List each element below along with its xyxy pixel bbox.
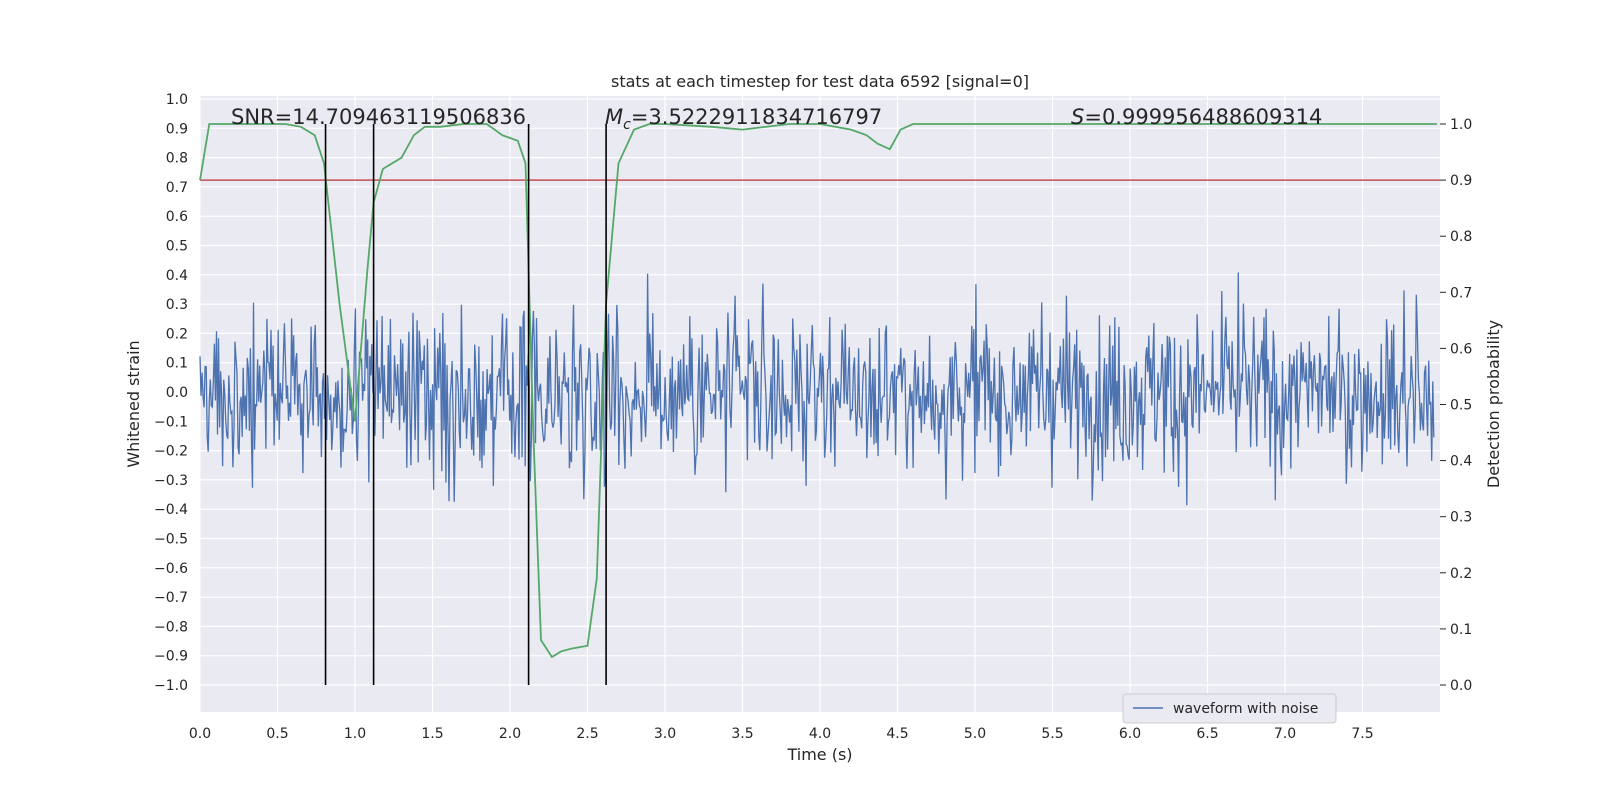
x-tick-label: 6.5 [1196,726,1218,742]
legend-box [1122,693,1337,724]
y-tick-label: 0.2 [166,326,188,342]
legend-label: waveform with noise [1173,701,1318,717]
legend: waveform with noise [1122,693,1337,724]
s-annotation: S=0.999956488609314 [1071,105,1322,129]
x-tick-label: 3.0 [654,726,676,742]
chirp-mass-symbol: M [605,105,623,129]
chirp-mass-value: =3.5222911834716797 [631,105,882,129]
y-tick-label: 0.3 [166,297,188,313]
chirp-mass-annotation: Mc=3.5222911834716797 [605,105,882,133]
x-tick-label: 0.0 [189,726,211,742]
y2-tick-label: 0.4 [1450,454,1472,470]
x-axis-label: Time (s) [786,745,852,764]
x-tick-label: 4.0 [809,726,831,742]
x-tick-label: 4.5 [886,726,908,742]
y2-tick-label: 0.7 [1450,285,1472,301]
y-tick-label: 0.6 [166,209,188,225]
y-tick-label: −0.8 [154,619,188,635]
vertical-markers [324,124,607,685]
y-tick-label: −0.9 [154,649,188,665]
x-tick-label: 0.5 [266,726,288,742]
chart-title: stats at each timestep for test data 659… [611,72,1029,91]
y2-tick-label: 0.2 [1450,566,1472,582]
waveform-line [199,272,1435,506]
y-axis-ticks: 1.0 0.9 0.8 0.7 0.6 0.5 0.4 0.3 0.2 0.1 0.0 −0.1 −0.… [154,92,188,694]
s-symbol: S [1071,105,1084,129]
x-tick-label: 3.5 [731,726,753,742]
waveform-series [199,272,1435,506]
y2-tick-label: 0.3 [1450,510,1472,526]
y-tick-label: −1.0 [154,678,188,694]
y-tick-label: 0.7 [166,180,188,196]
x-tick-label: 5.0 [964,726,986,742]
y2-axis-label: Detection probability [1484,320,1503,488]
y-tick-label: 0.4 [166,268,188,284]
y2-axis-ticks: 1.0 0.9 0.8 0.7 0.6 0.5 0.4 0.3 0.2 0.1 0.0 [1440,117,1472,694]
x-tick-label: 2.5 [576,726,598,742]
grid [199,96,1440,712]
s-value: =0.999956488609314 [1084,105,1322,129]
y2-tick-label: 0.9 [1450,173,1472,189]
x-tick-label: 7.5 [1351,726,1373,742]
y-tick-label: −0.5 [154,532,188,548]
y-tick-label: 0.5 [166,239,188,255]
x-tick-label: 7.0 [1274,726,1296,742]
chirp-mass-subscript: c [623,117,631,133]
y-tick-label: 1.0 [166,92,188,108]
y2-tick-label: 0.6 [1450,341,1472,357]
y-tick-label: −0.4 [154,502,188,518]
y2-tick-label: 0.8 [1450,229,1472,245]
y-tick-label: 0.1 [166,356,188,372]
probability-line [199,123,1437,659]
snr-annotation: SNR=14.709463119506836 [231,105,526,129]
y-tick-label: 0.9 [166,121,188,137]
y2-tick-label: 0.1 [1450,622,1472,638]
y-tick-label: 0.8 [166,151,188,167]
x-tick-label: 1.0 [344,726,366,742]
x-tick-label: 2.0 [499,726,521,742]
y-tick-label: −0.3 [154,473,188,489]
y-axis-label: Whitened strain [124,340,143,467]
x-axis-ticks: 0.0 0.5 1.0 1.5 2.0 2.5 3.0 3.5 4.0 4.5 5.0 5.5 6.0 6… [189,726,1374,742]
y-tick-label: −0.2 [154,444,188,460]
y-tick-label: −0.7 [154,590,188,606]
y2-tick-label: 1.0 [1450,117,1472,133]
y-tick-label: −0.1 [154,414,188,430]
y-tick-label: 0.0 [166,385,188,401]
y-tick-label: −0.6 [154,561,188,577]
x-tick-label: 6.0 [1119,726,1141,742]
probability-series [199,123,1437,659]
y2-tick-label: 0.5 [1450,398,1472,414]
y2-tick-label: 0.0 [1450,678,1472,694]
x-tick-label: 5.5 [1041,726,1063,742]
x-tick-label: 1.5 [421,726,443,742]
